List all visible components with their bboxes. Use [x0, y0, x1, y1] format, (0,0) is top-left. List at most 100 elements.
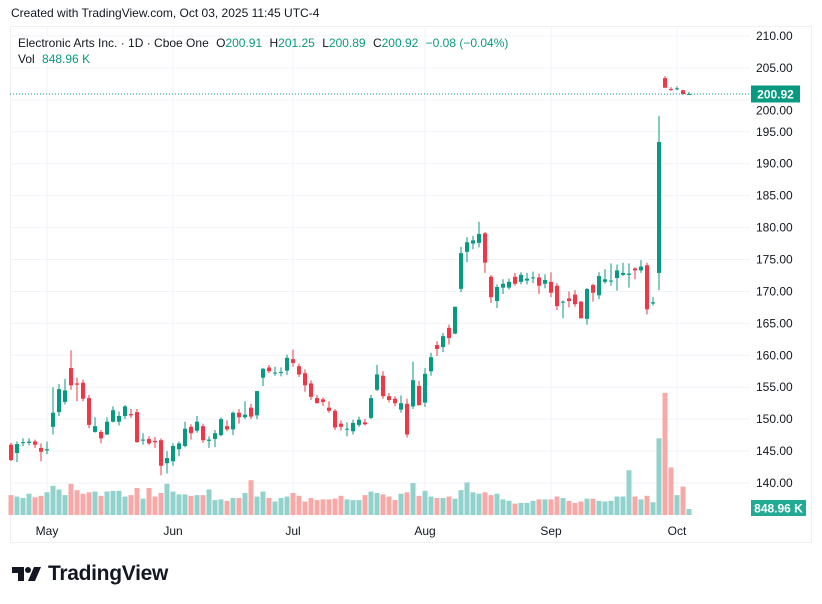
- candle-body: [465, 242, 469, 252]
- candle: [309, 380, 313, 401]
- volume-bar: [458, 490, 464, 515]
- candle-body: [675, 88, 679, 90]
- volume-bar: [506, 500, 512, 515]
- price-axis[interactable]: 140.00 145.00 150.00 155.00 160.00 165.00 170.…: [756, 29, 793, 490]
- volume-bar: [170, 491, 176, 515]
- candle: [357, 416, 361, 427]
- candle: [687, 91, 691, 95]
- candle: [27, 438, 31, 446]
- candle: [201, 423, 205, 443]
- candle: [399, 395, 403, 413]
- volume-bar: [560, 497, 566, 515]
- volume-bar: [614, 496, 620, 515]
- candle-body: [213, 433, 217, 439]
- candle-body: [261, 368, 265, 378]
- candle-body: [567, 298, 571, 302]
- candle-body: [165, 458, 169, 464]
- x-tick-label: Oct: [668, 524, 687, 538]
- candle-body: [183, 428, 187, 446]
- candle-body: [267, 367, 271, 372]
- volume-bar: [476, 493, 482, 515]
- x-tick-label: Jul: [285, 524, 300, 538]
- candle-body: [291, 359, 295, 363]
- volume-bar: [8, 495, 14, 515]
- volume-bar: [632, 496, 638, 515]
- y-tick-label: 175.00: [756, 253, 793, 267]
- volume-bar: [296, 495, 302, 515]
- volume-bar: [554, 496, 560, 515]
- y-tick-label: 155.00: [756, 380, 793, 394]
- tradingview-logo[interactable]: TradingView: [12, 562, 168, 586]
- volume-bar: [152, 496, 158, 515]
- candle-body: [381, 375, 385, 397]
- candle-body: [45, 449, 49, 451]
- volume-bar: [116, 490, 122, 515]
- candle: [147, 436, 151, 445]
- volume-bar: [320, 499, 326, 515]
- volume-bar: [176, 494, 182, 515]
- candle-body: [15, 444, 19, 454]
- volume-bar: [404, 492, 410, 515]
- time-axis[interactable]: May Jun Jul Aug Sep Oct: [36, 524, 687, 538]
- volume-bar: [92, 491, 98, 515]
- candle: [549, 272, 553, 298]
- candle-body: [393, 398, 397, 404]
- candle: [483, 232, 487, 273]
- candle-body: [525, 278, 529, 281]
- volume-bar: [512, 503, 518, 515]
- change-value: −0.08 (−0.04%): [425, 36, 509, 50]
- volume-bar: [254, 496, 260, 515]
- candle-body: [543, 279, 547, 284]
- volume-bar: [542, 499, 548, 515]
- candle: [15, 441, 19, 462]
- candle: [489, 274, 493, 303]
- volume-bar: [650, 502, 656, 515]
- candle-body: [591, 285, 595, 293]
- ohlc-row: Electronic Arts Inc. · 1D · Cboe One O20…: [18, 35, 512, 51]
- candle-body: [417, 385, 421, 406]
- volume-bar: [80, 493, 86, 515]
- volume-bar: [20, 497, 26, 515]
- candle: [75, 377, 79, 402]
- candle: [441, 332, 445, 353]
- candle: [105, 417, 109, 436]
- candle-body: [405, 403, 409, 435]
- volume-bar: [344, 499, 350, 515]
- tradingview-logo-icon: [12, 567, 41, 581]
- candle: [561, 300, 565, 319]
- candle-body: [585, 288, 589, 319]
- candle: [555, 283, 559, 310]
- volume-bar: [308, 497, 314, 515]
- candle-body: [459, 253, 463, 289]
- volume-bar: [182, 494, 188, 515]
- candle-body: [681, 90, 685, 95]
- volume-bar: [392, 500, 398, 515]
- volume-bar: [260, 491, 266, 515]
- created-with-caption: Created with TradingView.com, Oct 03, 20…: [11, 6, 320, 20]
- candle: [297, 363, 301, 378]
- volume-bar: [194, 495, 200, 515]
- symbol-title[interactable]: Electronic Arts Inc. · 1D · Cboe One: [18, 36, 209, 50]
- volume-bar: [452, 498, 458, 515]
- candle-body: [69, 368, 73, 386]
- candle-body: [51, 412, 55, 427]
- candle: [513, 272, 517, 286]
- candle: [219, 417, 223, 437]
- candle-body: [423, 373, 427, 403]
- candle: [351, 419, 355, 435]
- candle: [633, 267, 637, 280]
- candle: [255, 391, 259, 420]
- candle-body: [369, 398, 373, 418]
- volume-bar: [536, 499, 542, 515]
- candle-body: [147, 438, 151, 444]
- candle: [333, 408, 337, 431]
- volume-bar: [224, 500, 230, 515]
- candle-body: [489, 276, 493, 298]
- candle: [675, 86, 679, 91]
- candle: [393, 396, 397, 407]
- volume-bar: [62, 495, 68, 515]
- candle: [57, 384, 61, 416]
- candle-body: [177, 443, 181, 450]
- candle: [585, 288, 589, 325]
